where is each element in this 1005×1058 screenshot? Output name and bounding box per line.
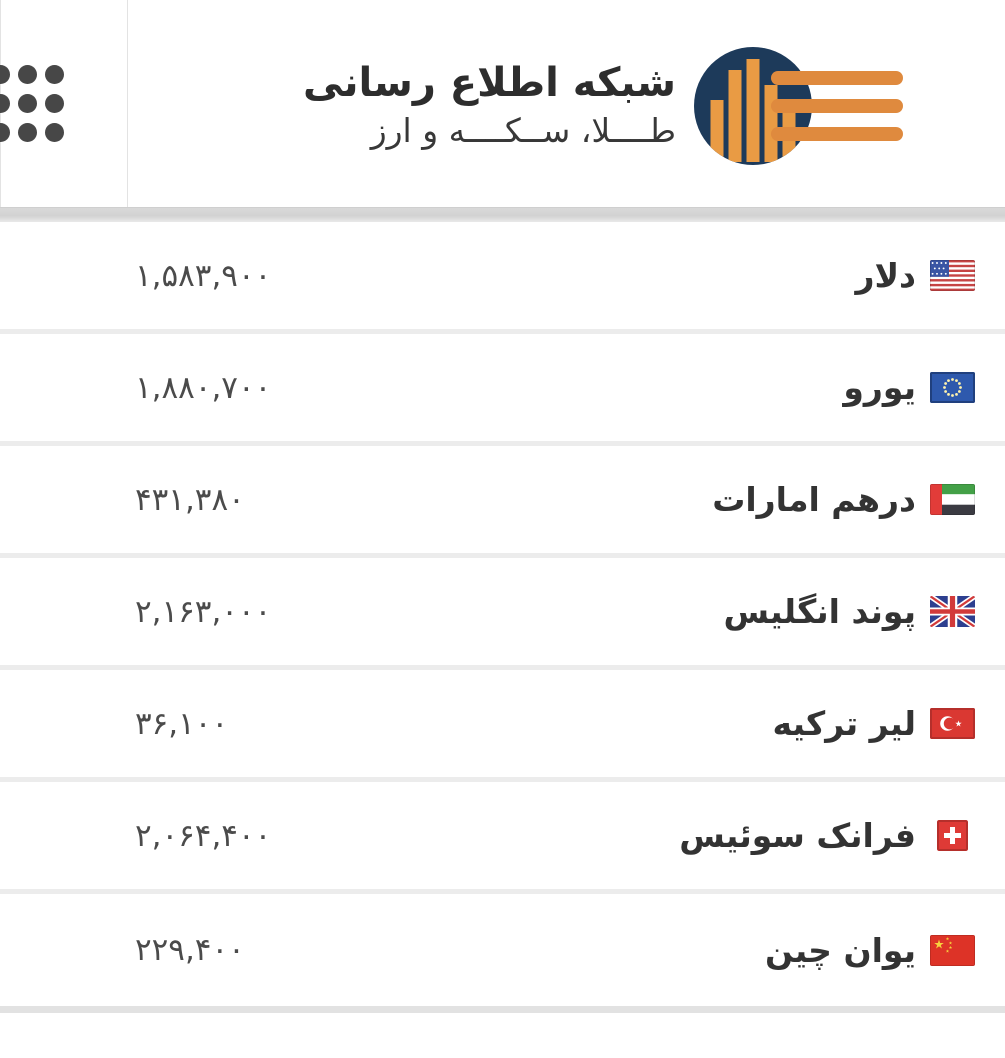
turkey-flag-icon [930, 708, 975, 739]
currency-name: درهم امارات [712, 480, 916, 519]
site-title: شبکه اطلاع رسانی [303, 60, 676, 107]
china-flag-icon [930, 934, 975, 966]
header-center-section: شبکه اطلاع رسانی طــــلا، ســکــــه و ار… [127, 0, 857, 207]
currency-row-euro[interactable]: یورو ۱,۸۸۰,۷۰۰ [0, 334, 1005, 446]
dots-grid-icon[interactable] [0, 65, 64, 142]
currency-row-turkish-lira[interactable]: لیر ترکیه ۳۶,۱۰۰ [0, 670, 1005, 782]
currency-name: دلار [855, 256, 916, 295]
switzerland-flag-icon [930, 820, 975, 851]
dot [0, 94, 10, 113]
eu-flag-icon [930, 372, 975, 403]
dot [45, 94, 64, 113]
currency-row-uae-dirham[interactable]: درهم امارات ۴۳۱,۳۸۰ [0, 446, 1005, 558]
currency-row-dollar[interactable]: دلار ۱,۵۸۳,۹۰۰ [0, 222, 1005, 334]
currency-rates-list: دلار ۱,۵۸۳,۹۰۰ یورو [0, 222, 1005, 1006]
dot [0, 65, 10, 84]
currency-value: ۲,۰۶۴,۴۰۰ [135, 817, 272, 854]
brand-text: شبکه اطلاع رسانی طــــلا، ســکــــه و ار… [303, 58, 676, 153]
site-subtitle: طــــلا، ســکــــه و ارز [370, 111, 676, 151]
uk-flag-icon [930, 596, 975, 627]
dot [45, 65, 64, 84]
currency-row-swiss-franc[interactable]: فرانک سوئیس ۲,۰۶۴,۴۰۰ [0, 782, 1005, 894]
hamburger-menu-icon[interactable] [771, 71, 903, 141]
menu-bar [771, 127, 903, 141]
dot [18, 65, 37, 84]
menu-bar [771, 71, 903, 85]
header-left-section [0, 0, 127, 207]
currency-value: ۲,۱۶۳,۰۰۰ [135, 593, 272, 630]
header-divider-band [0, 207, 1005, 222]
currency-row-chinese-yuan[interactable]: یوان چین ۲۲۹,۴۰۰ [0, 894, 1005, 1006]
currency-value: ۱,۸۸۰,۷۰۰ [135, 369, 272, 406]
dot [18, 123, 37, 142]
currency-row-british-pound[interactable]: پوند انگلیس ۲,۱۶۳,۰۰۰ [0, 558, 1005, 670]
currency-value: ۱,۵۸۳,۹۰۰ [135, 257, 272, 294]
site-brand[interactable]: شبکه اطلاع رسانی طــــلا، ســکــــه و ار… [303, 46, 812, 165]
header-right-section [771, 0, 1005, 207]
dot [45, 123, 64, 142]
dot [0, 123, 10, 142]
currency-value: ۲۲۹,۴۰۰ [135, 932, 245, 968]
currency-name: فرانک سوئیس [679, 816, 916, 855]
currency-value: ۳۶,۱۰۰ [135, 705, 229, 742]
bottom-divider-band [0, 1006, 1005, 1013]
header: شبکه اطلاع رسانی طــــلا، ســکــــه و ار… [0, 0, 1005, 207]
uae-flag-icon [930, 484, 975, 515]
currency-name: یورو [843, 368, 916, 407]
menu-bar [771, 99, 903, 113]
currency-name: یوان چین [765, 930, 916, 970]
dot [18, 94, 37, 113]
currency-name: پوند انگلیس [723, 592, 916, 631]
us-flag-icon [930, 260, 975, 291]
currency-value: ۴۳۱,۳۸۰ [135, 481, 245, 518]
currency-name: لیر ترکیه [772, 704, 916, 743]
